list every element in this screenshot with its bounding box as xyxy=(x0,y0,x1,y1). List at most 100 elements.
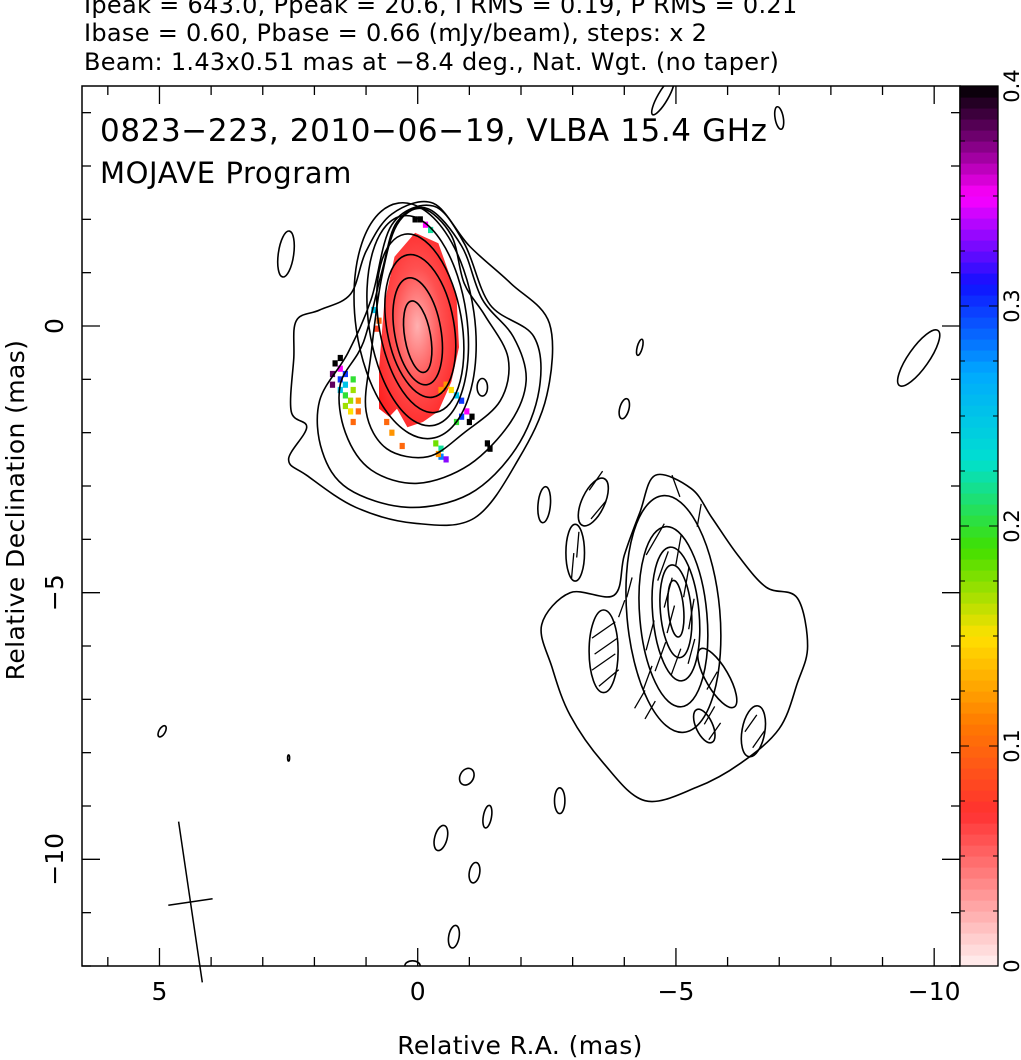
colorbar-segment xyxy=(960,889,998,901)
jet-contour xyxy=(638,525,709,708)
colorbar-segment xyxy=(960,185,998,197)
noise-contour xyxy=(896,329,941,387)
polarization-vector xyxy=(634,690,646,709)
noise-contour xyxy=(537,485,552,524)
colorbar-segment xyxy=(960,273,998,285)
colorbar-segment xyxy=(960,317,998,329)
polarization-vector xyxy=(644,700,656,720)
noise-contour xyxy=(476,377,489,397)
colorbar-segment xyxy=(960,383,998,395)
core-contour xyxy=(392,276,444,386)
colorbar-segment xyxy=(960,119,998,131)
polarization-vector xyxy=(590,500,607,520)
colorbar-segment xyxy=(960,911,998,923)
polarization-pixel xyxy=(422,221,429,228)
colorbar-segment xyxy=(960,878,998,890)
colorbar-segment xyxy=(960,515,998,527)
noise-contour xyxy=(276,230,296,278)
plot-axes: 5 0 −5 −10 0 −5 −10 xyxy=(40,85,961,1006)
colorbar-segment xyxy=(960,559,998,571)
colorbar-segment xyxy=(960,581,998,593)
core-contour xyxy=(384,253,457,399)
colorbar-segment xyxy=(960,306,998,318)
colorbar-segment xyxy=(960,592,998,604)
colorbar-segment xyxy=(960,350,998,362)
polarization-pixel xyxy=(373,325,379,332)
noise-contour xyxy=(692,708,716,744)
colorbar-segment xyxy=(960,856,998,868)
polarization-vector xyxy=(594,637,619,655)
core-outer-contour xyxy=(316,204,542,509)
polarization-pixel xyxy=(453,392,460,399)
header-line-3: Beam: 1.43x0.51 mas at −8.4 deg., Nat. W… xyxy=(84,48,780,76)
y-tick-label: 0 xyxy=(40,318,69,334)
noise-contour xyxy=(468,861,481,884)
polarization-vector xyxy=(675,534,682,566)
polarization-vector xyxy=(657,551,669,581)
colorbar-segment xyxy=(960,823,998,835)
polarization-vector xyxy=(598,669,620,687)
polarization-pixel xyxy=(342,381,348,388)
colorbar-segment xyxy=(960,295,998,307)
core-contour xyxy=(402,300,433,374)
colorbar-segment xyxy=(960,526,998,538)
polarization-pixel xyxy=(355,397,361,404)
colorbar-segment xyxy=(960,284,998,296)
noise-contour xyxy=(635,338,644,357)
x-axis-label: Relative R.A. (mas) xyxy=(397,1031,643,1060)
colorbar-segment xyxy=(960,108,998,120)
polarization-pixel xyxy=(412,216,418,223)
polarization-pixel xyxy=(448,386,454,394)
fractional-polarization-image xyxy=(329,216,493,463)
colorbar-segment xyxy=(960,955,998,967)
polarization-vector xyxy=(588,470,604,491)
colorbar-segment xyxy=(960,537,998,549)
polarization-vector xyxy=(670,648,682,676)
colorbar-segment xyxy=(960,834,998,846)
noise-contour xyxy=(565,523,586,582)
colorbar-segment xyxy=(960,867,998,879)
colorbar-segment xyxy=(960,471,998,483)
polarization-pixel xyxy=(435,450,441,458)
core-contour xyxy=(375,233,465,414)
jet-contour xyxy=(625,494,722,734)
colorbar-segment xyxy=(960,196,998,208)
colorbar-tick-label: 0.4 xyxy=(1000,69,1021,102)
polarization-vector xyxy=(708,722,722,741)
polarization-pixel xyxy=(342,402,348,410)
polarization-pixel xyxy=(350,376,356,383)
polarization-vector xyxy=(687,638,696,664)
polarization-vector xyxy=(744,714,758,733)
chart-title: 0823−223, 2010−06−19, VLBA 15.4 GHz xyxy=(100,113,767,149)
colorbar-segment xyxy=(960,482,998,494)
polarization-pixel xyxy=(342,392,348,399)
colorbar-segment xyxy=(960,724,998,736)
polarization-pixel xyxy=(329,370,336,378)
polarization-pixel xyxy=(464,408,470,415)
polarization-vector xyxy=(617,599,626,618)
jet-contour xyxy=(659,564,693,659)
x-tick-label: −10 xyxy=(908,977,961,1006)
polarization-pixel xyxy=(332,360,338,367)
colorbar-segment xyxy=(960,504,998,516)
jet-contour xyxy=(651,546,701,682)
x-tick-label: 5 xyxy=(152,977,168,1006)
polarization-vector xyxy=(703,706,716,725)
colorbar-segment xyxy=(960,262,998,274)
colorbar-segment xyxy=(960,625,998,637)
polarization-pixel xyxy=(438,386,444,394)
colorbar-segment xyxy=(960,416,998,428)
colorbar-segment xyxy=(960,757,998,769)
colorbar-segment xyxy=(960,86,998,98)
polarization-vector xyxy=(642,665,653,691)
colorbar-segment xyxy=(960,812,998,824)
core-polarization-fill xyxy=(379,232,459,428)
colorbar-segment xyxy=(960,97,998,109)
colorbar-segment xyxy=(960,658,998,670)
colorbar-segment xyxy=(960,328,998,340)
polarization-vector xyxy=(654,641,667,672)
noise-contour xyxy=(577,477,610,527)
polarization-pixel xyxy=(337,386,343,394)
colorbar-segment xyxy=(960,680,998,692)
y-tick-label: −10 xyxy=(40,833,69,886)
